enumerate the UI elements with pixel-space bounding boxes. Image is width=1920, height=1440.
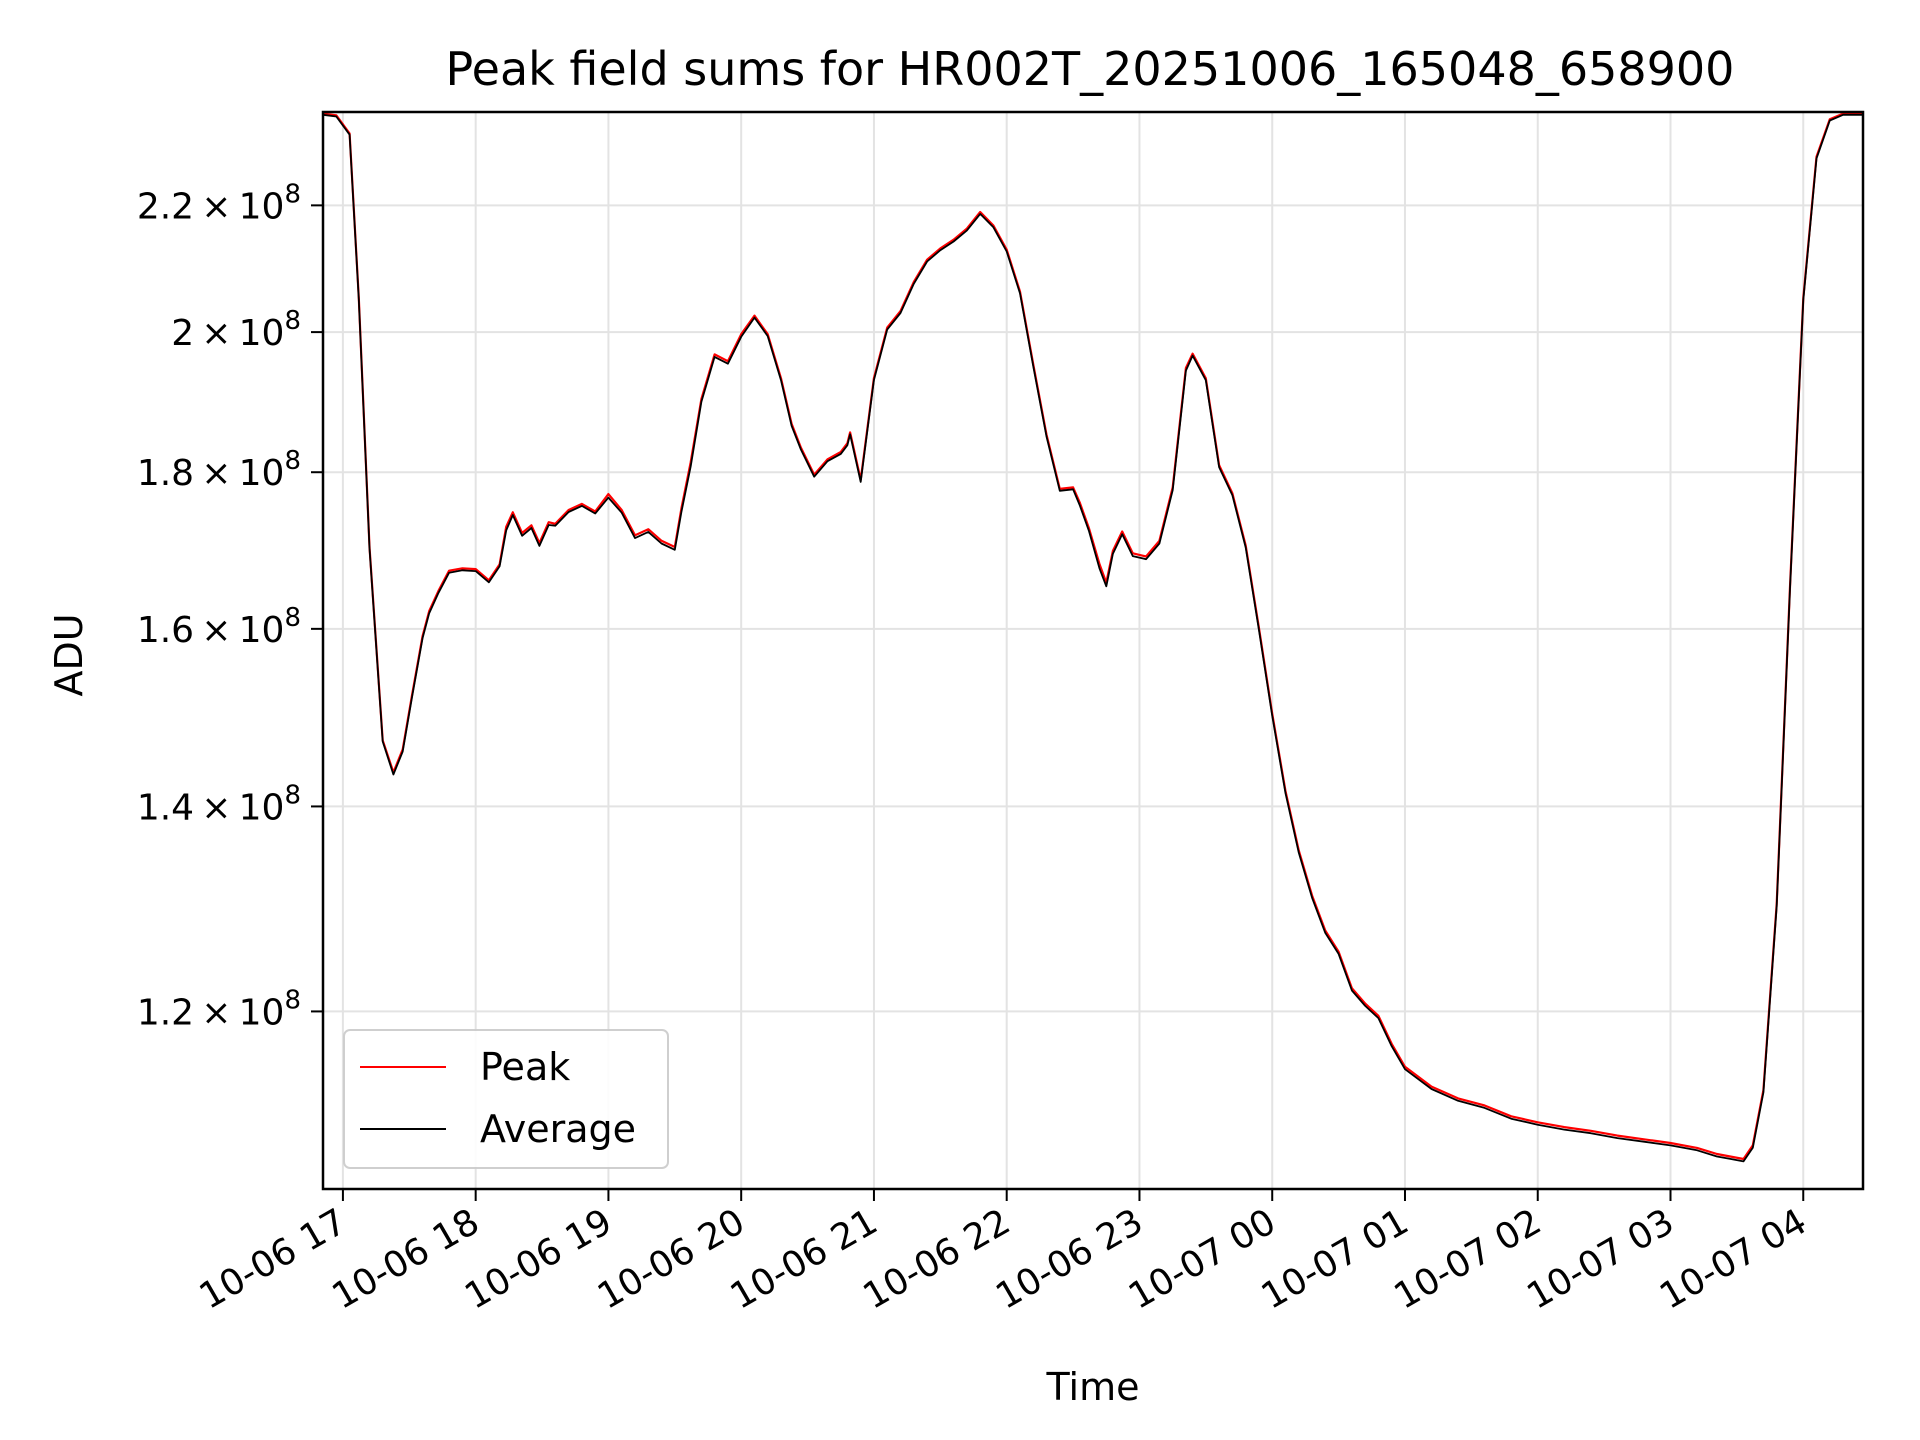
y-tick-label: 2 × 108 bbox=[171, 306, 301, 354]
chart-title: Peak field sums for HR002T_20251006_1650… bbox=[446, 42, 1735, 96]
grid bbox=[323, 112, 1863, 1189]
y-tick-label: 1.2 × 108 bbox=[137, 985, 301, 1033]
y-tick-label: 1.8 × 108 bbox=[137, 446, 301, 494]
y-tick-label: 2.2 × 108 bbox=[137, 179, 301, 227]
y-tick-label: 1.6 × 108 bbox=[137, 603, 301, 651]
legend-peak-label: Peak bbox=[480, 1045, 570, 1089]
series-layer bbox=[322, 112, 1863, 1163]
legend-average-label: Average bbox=[480, 1107, 636, 1151]
plot-frame bbox=[321, 110, 1865, 1191]
y-axis: 1.2 × 108 1.4 × 108 1.6 × 108 1.8 × 108 2 × … bbox=[137, 179, 323, 1033]
legend: Peak Average bbox=[343, 1029, 669, 1169]
y-tick-label: 1.4 × 108 bbox=[137, 780, 301, 828]
series-line-peak bbox=[322, 112, 1863, 1161]
x-axis-label: Time bbox=[1046, 1365, 1140, 1409]
y-axis-label: ADU bbox=[47, 613, 91, 696]
legend-box bbox=[343, 1029, 669, 1169]
series-line-average bbox=[322, 113, 1863, 1163]
